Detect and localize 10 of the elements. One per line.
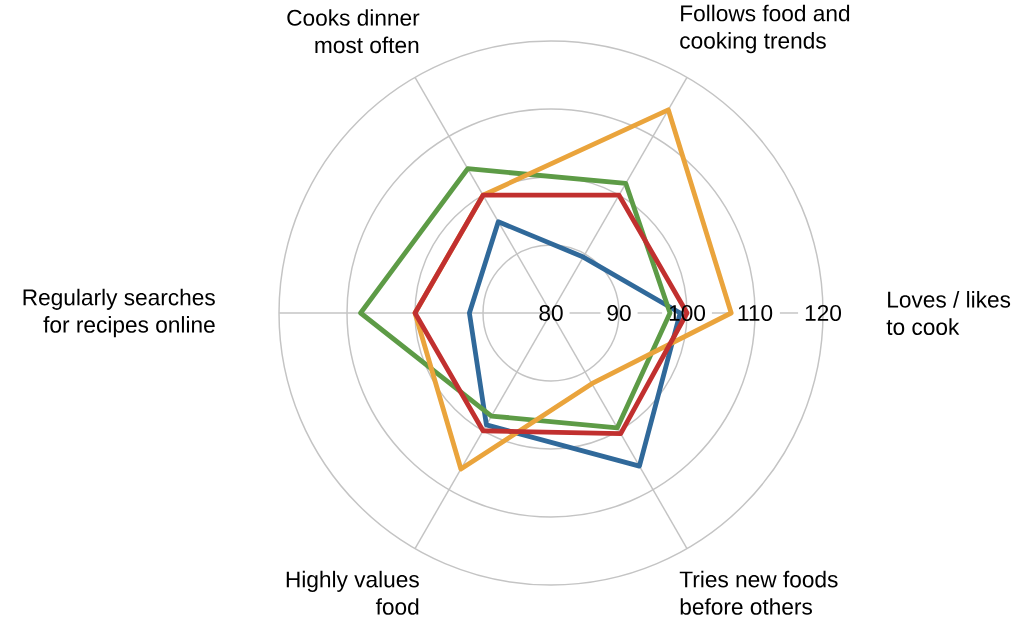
spoke-label: Follows food and cooking trends bbox=[680, 4, 850, 54]
y-tick-label: 80 bbox=[539, 304, 563, 322]
spoke-label: Regularly searches for recipes online bbox=[23, 288, 215, 338]
y-tick-label: 90 bbox=[607, 304, 631, 322]
spoke-label: Highly values food bbox=[286, 570, 419, 615]
spoke-label: Cooks dinner most often bbox=[287, 9, 420, 54]
spoke-label: Loves / likes to cook bbox=[886, 291, 1011, 335]
y-tick-label: 110 bbox=[738, 304, 773, 322]
spoke-label: Tries new foods before others bbox=[679, 570, 838, 615]
y-tick-label: 120 bbox=[805, 304, 842, 322]
